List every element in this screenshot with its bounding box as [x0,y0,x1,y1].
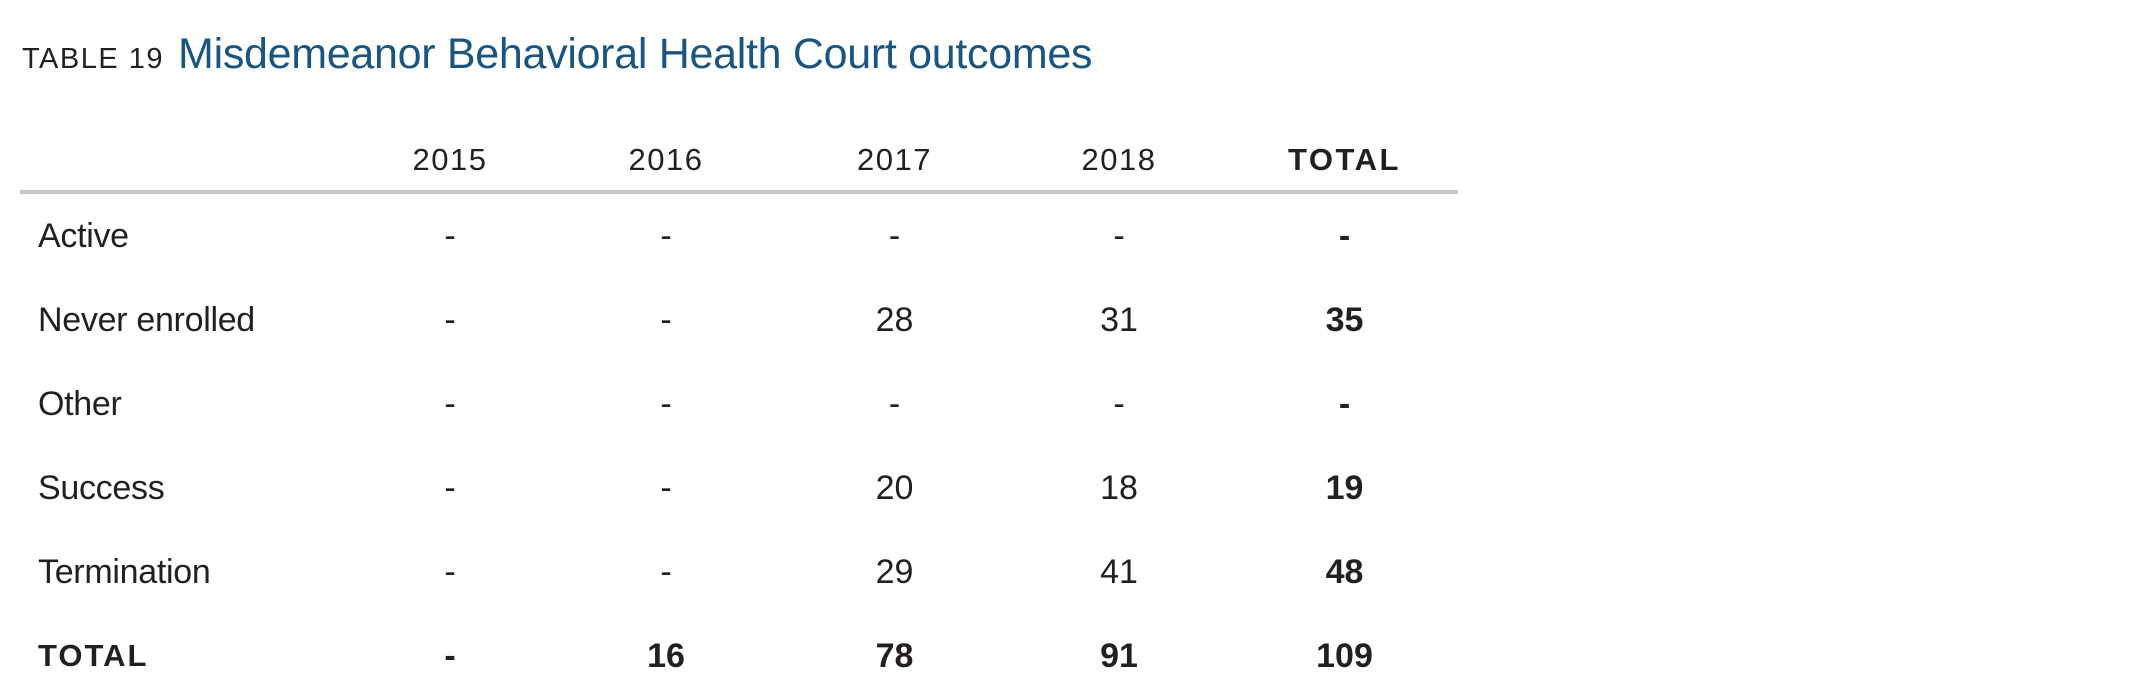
column-header-2015: 2015 [350,130,550,194]
table-cell: - [660,552,672,591]
table-cell: 78 [875,636,914,675]
grand-total-cell: 109 [1316,636,1373,675]
table-cell: 41 [1100,552,1138,591]
table-cell: - [444,552,456,591]
table-cell: 18 [1100,468,1138,507]
row-label-other: Other [38,384,122,423]
table-cell: - [444,384,456,423]
table-cell: 28 [875,300,914,339]
table-title: Misdemeanor Behavioral Health Court outc… [178,30,1093,78]
table-cell: - [1113,384,1125,423]
column-header-2016: 2016 [550,130,782,194]
row-total-cell: - [1338,384,1351,423]
row-total-cell: 35 [1325,300,1364,339]
table-cell: - [660,468,672,507]
table-cell: 20 [875,468,914,507]
table-cell: - [444,216,456,255]
column-header-2017: 2017 [782,130,1007,194]
column-header-label [20,130,350,194]
table-row: Active - - - - - [20,192,1458,278]
table-cell: 29 [875,552,914,591]
row-label-success: Success [38,468,165,507]
table-cell: - [888,384,901,423]
row-label-total: TOTAL [38,638,149,673]
table-cell: - [1113,216,1125,255]
row-label-termination: Termination [38,552,211,591]
table-header-row: 2015 2016 2017 2018 TOTAL [20,130,1458,194]
table-cell: - [660,384,672,423]
row-label-never-enrolled: Never enrolled [38,300,255,339]
table-row: Termination - - 29 41 48 [20,530,1458,614]
table-cell: - [444,636,456,675]
row-total-cell: - [1338,216,1351,255]
table-cell: - [660,216,672,255]
table-cell: 31 [1100,300,1138,339]
table-row: Other - - - - - [20,362,1458,446]
outcomes-table: 2015 2016 2017 2018 TOTAL Active - - - -… [20,130,1458,698]
table-cell: 91 [1100,636,1138,675]
table-cell: - [444,468,456,507]
table-caption: TABLE 19 Misdemeanor Behavioral Health Co… [22,30,1092,79]
row-total-cell: 48 [1325,552,1364,591]
table-row: Success - - 20 18 19 [20,446,1458,530]
table-total-row: TOTAL - 16 78 91 109 [20,614,1458,698]
table-cell: - [888,216,901,255]
column-header-total: TOTAL [1231,130,1458,194]
table-cell: - [444,300,456,339]
table-cell: - [660,300,672,339]
row-label-active: Active [38,216,129,255]
row-total-cell: 19 [1325,468,1364,507]
column-header-2018: 2018 [1007,130,1231,194]
table-cell: 16 [647,636,685,675]
table-row: Never enrolled - - 28 31 35 [20,278,1458,362]
table-number: TABLE 19 [22,43,165,75]
